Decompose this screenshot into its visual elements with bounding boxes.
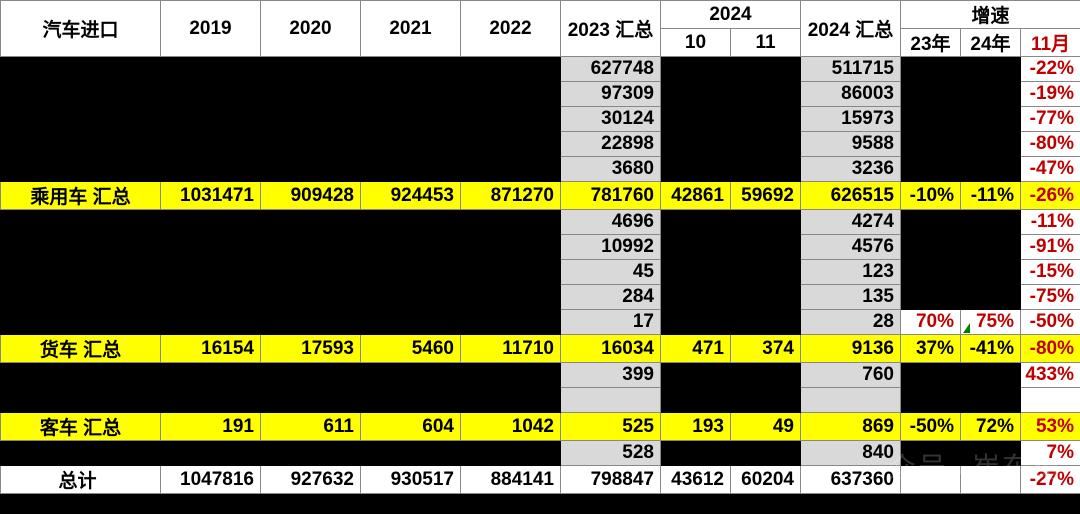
th-g24: 24年: [961, 29, 1021, 57]
auto-import-table: 汽车进口 2019 2020 2021 2022 2023 汇总 2024 20…: [0, 0, 1080, 494]
th-2021: 2021: [361, 1, 461, 57]
label-truck: 货车 汇总: [1, 335, 161, 363]
th-2024: 2024: [661, 1, 801, 29]
th-2020: 2020: [261, 1, 361, 57]
row-truck-total: 货车 汇总 16154 17593 5460 11710 16034 471 3…: [1, 335, 1080, 363]
table-row: 528 840 7%: [1, 441, 1080, 466]
row-passenger-total: 乘用车 汇总 1031471 909428 924453 871270 7817…: [1, 182, 1080, 210]
table-row: 30124 15973 -77%: [1, 107, 1080, 132]
th-sum24: 2024 汇总: [801, 1, 901, 57]
th-growth: 增速: [901, 1, 1080, 29]
label-bus: 客车 汇总: [1, 413, 161, 441]
row-bus-total: 客车 汇总 191 611 604 1042 525 193 49 869 -5…: [1, 413, 1080, 441]
table-row: 3680 3236 -47%: [1, 157, 1080, 182]
table-row: 97309 86003 -19%: [1, 82, 1080, 107]
cell-gNov: -22%: [1021, 57, 1080, 82]
table-row: 10992 4576 -91%: [1, 235, 1080, 260]
table-row: 22898 9588 -80%: [1, 132, 1080, 157]
th-2019: 2019: [161, 1, 261, 57]
table-row: 284 135 -75%: [1, 285, 1080, 310]
th-m10: 10: [661, 29, 731, 57]
th-gNov: 11月: [1021, 29, 1080, 57]
table-row: 627748 511715 -22%: [1, 57, 1080, 82]
table-row: 45 123 -15%: [1, 260, 1080, 285]
th-sum23: 2023 汇总: [561, 1, 661, 57]
table-row: [1, 388, 1080, 413]
th-title: 汽车进口: [1, 1, 161, 57]
row-grand-total: 总计 1047816 927632 930517 884141 798847 4…: [1, 466, 1080, 494]
th-g23: 23年: [901, 29, 961, 57]
table-container: 汽车进口 2019 2020 2021 2022 2023 汇总 2024 20…: [0, 0, 1080, 514]
th-2022: 2022: [461, 1, 561, 57]
label-passenger: 乘用车 汇总: [1, 182, 161, 210]
label-total: 总计: [1, 466, 161, 494]
cell-s24: 511715: [801, 57, 901, 82]
comment-indicator-icon: [963, 323, 970, 333]
table-row: 17 28 70% 75% -50%: [1, 310, 1080, 335]
table-row: 399 760 433%: [1, 363, 1080, 388]
cell-s23: 627748: [561, 57, 661, 82]
th-m11: 11: [731, 29, 801, 57]
table-row: 4696 4274 -11%: [1, 210, 1080, 235]
